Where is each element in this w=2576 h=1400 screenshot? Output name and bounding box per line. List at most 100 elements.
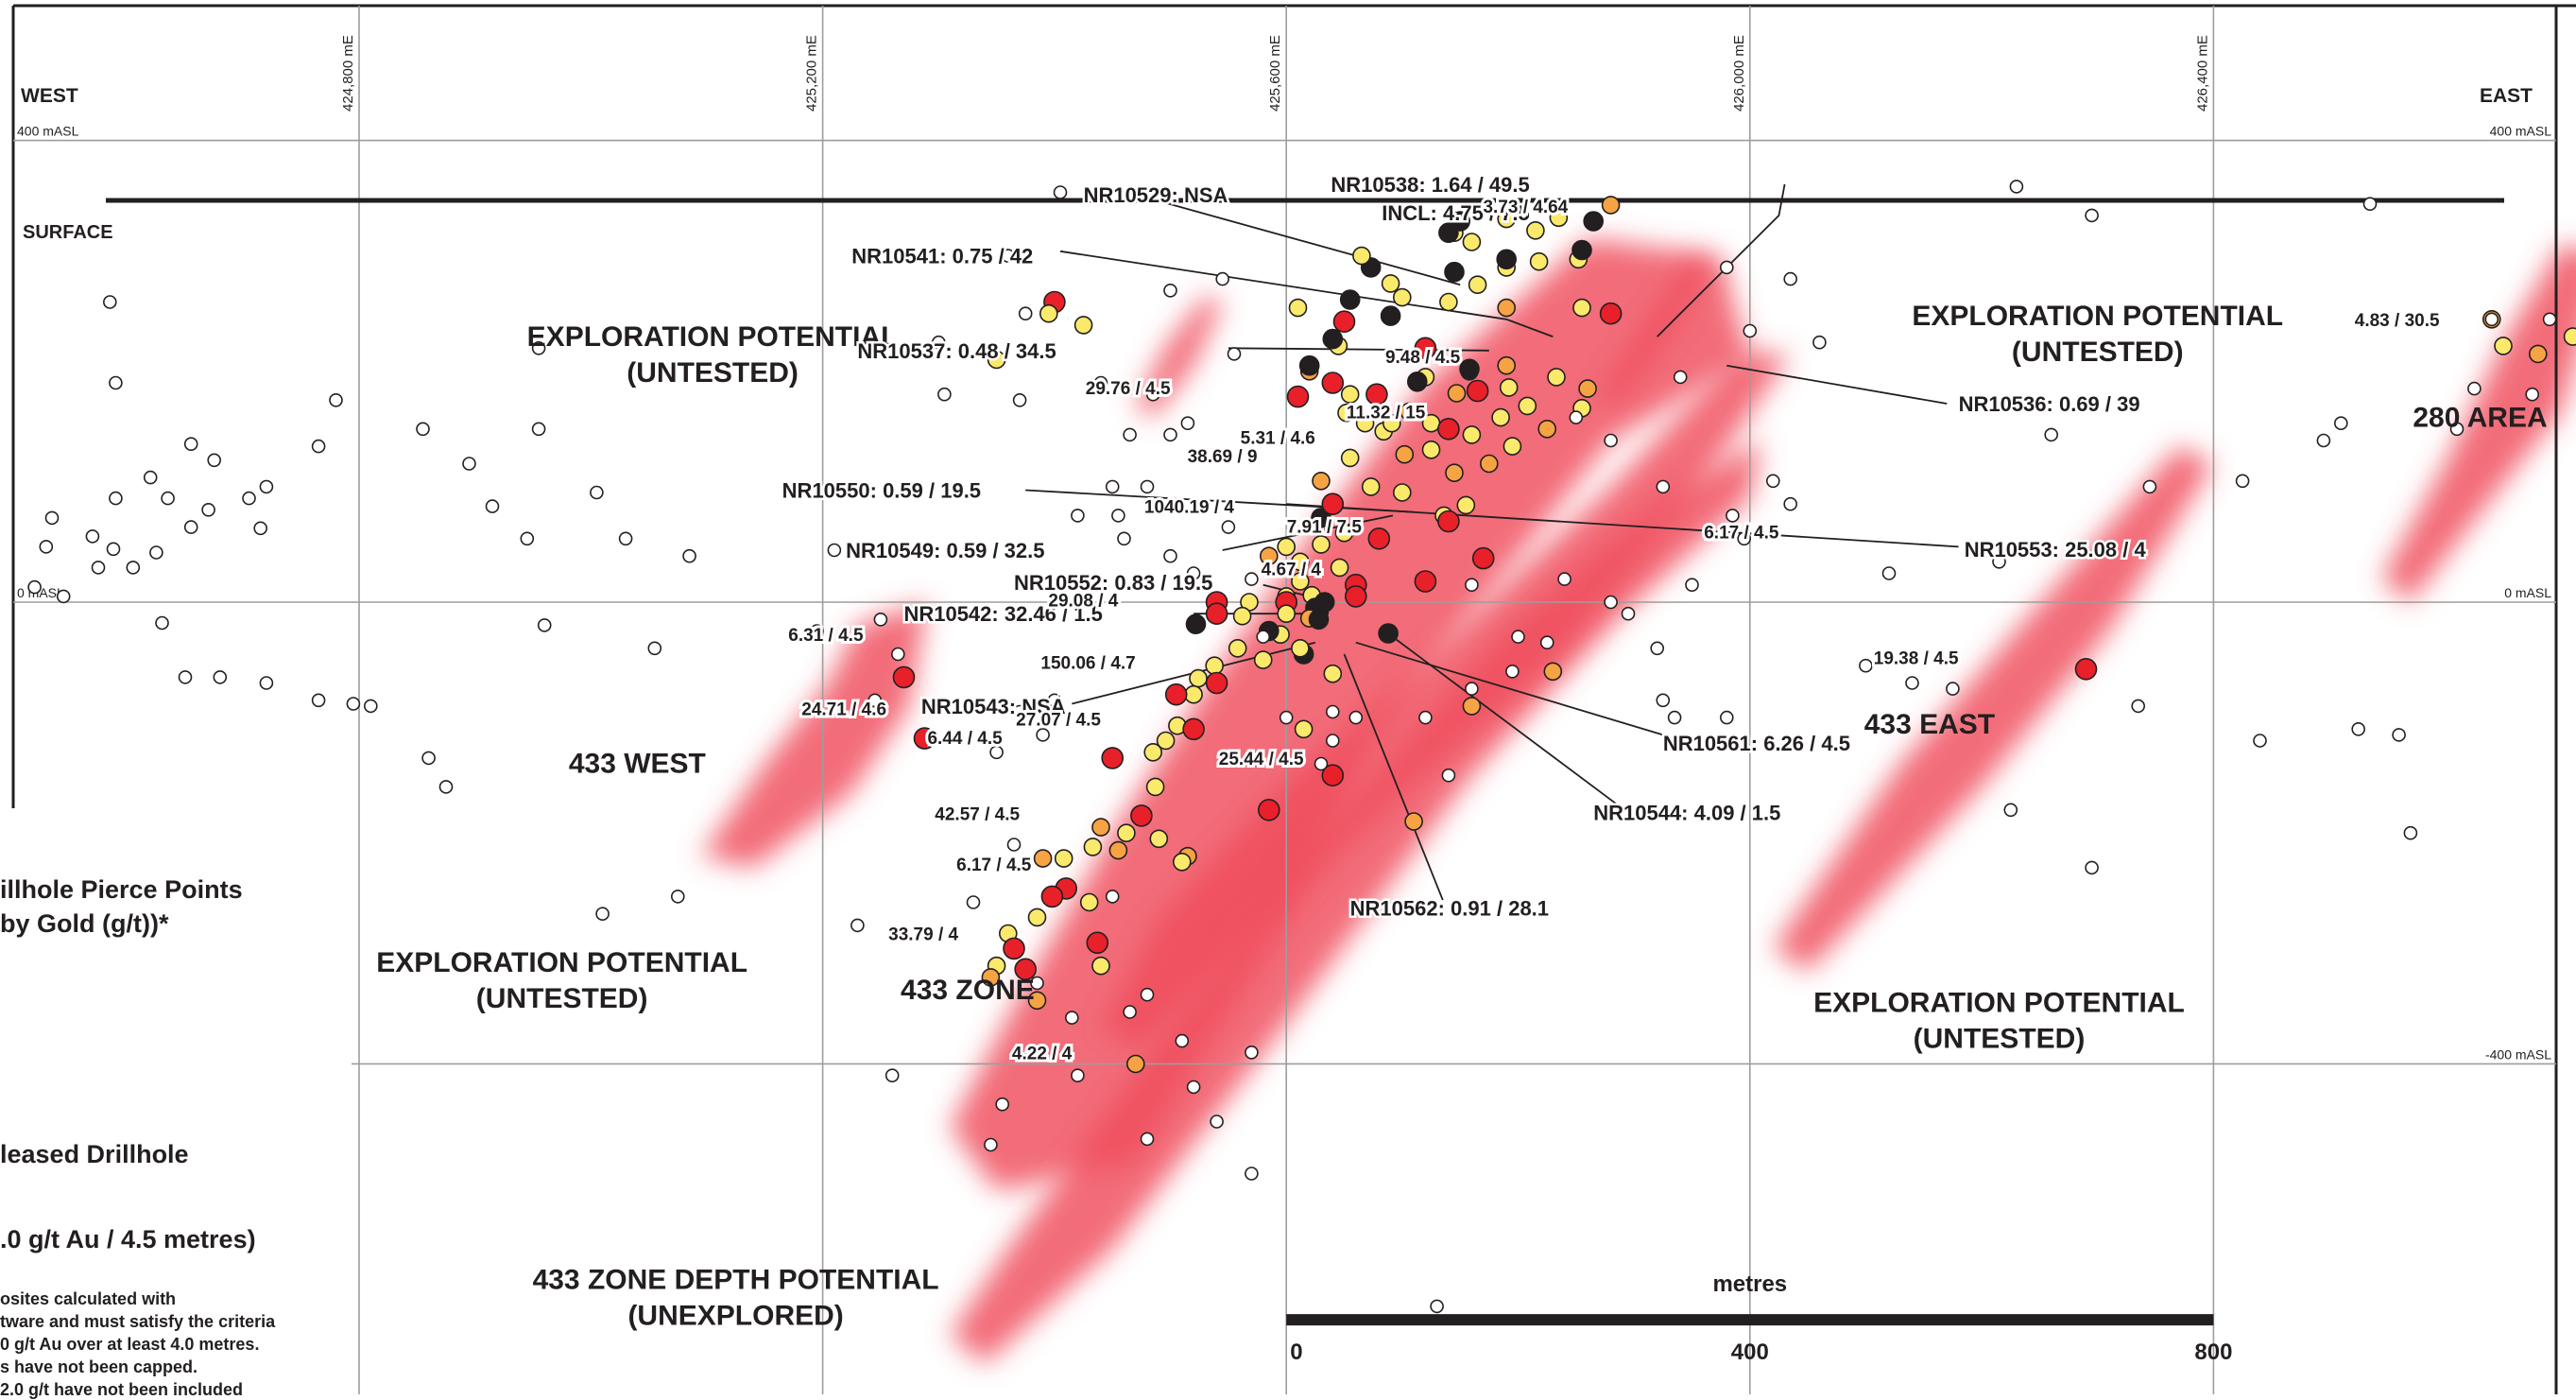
intercept-label-NR10561-line-0: NR10561: 6.26 / 4.5 [1663, 732, 1850, 755]
pierce-point-106 [1185, 614, 1207, 635]
grade-label-12: 6.31 / 4.5 [788, 626, 864, 646]
released-drillhole-137 [1180, 416, 1195, 431]
pierce-point-27 [1462, 425, 1482, 444]
map-labels: EXPLORATION POTENTIAL (UNTESTED) EXPLORATI… [376, 170, 2547, 1365]
released-drillhole-114 [2044, 427, 2058, 442]
pierce-point-14 [1393, 287, 1412, 307]
released-drillhole-59 [1105, 890, 1120, 904]
intercept-label-NR10553-line-0: NR10553: 25.08 / 4 [1965, 538, 2147, 562]
released-drillhole-20 [56, 589, 71, 604]
released-drillhole-24 [416, 422, 430, 437]
released-drillhole-46 [363, 699, 378, 714]
released-drillhole-102 [1881, 566, 1897, 580]
pierce-point-113 [1352, 246, 1371, 266]
released-drillhole-43 [213, 670, 228, 684]
released-drillhole-86 [1465, 578, 1479, 593]
trace-NR10544 [1383, 630, 1618, 805]
pierce-point-91 [1079, 892, 1099, 912]
zone-label-2-line-0: EXPLORATION POTENTIAL [376, 947, 747, 978]
released-drillhole-6 [183, 437, 198, 452]
pierce-point-64 [1291, 572, 1310, 591]
pierce-point-122 [913, 727, 936, 750]
released-drillhole-147 [1105, 479, 1120, 494]
pierce-point-144 [2529, 344, 2548, 364]
intercept-label-NR10538-line-1: INCL: 4.75 / 7.5 [1382, 201, 1530, 225]
released-drillhole-134 [1163, 283, 1177, 298]
released-drillhole-107 [2351, 721, 2365, 736]
released-drillhole-40 [109, 375, 123, 390]
released-drillhole-101 [1783, 496, 1797, 511]
released-drillhole-34 [647, 641, 662, 656]
pierce-point-133 [1437, 417, 1460, 441]
zone-label-4-line-0: 433 WEST [569, 749, 706, 780]
released-drillhole-115 [2142, 479, 2157, 494]
released-drillhole-63 [1140, 987, 1155, 1002]
pierce-point-79 [1189, 668, 1208, 688]
pierce-point-0 [1601, 196, 1621, 215]
pierce-point-40 [1337, 403, 1356, 423]
released-drillhole-132 [1053, 185, 1068, 199]
pierce-point-82 [1156, 731, 1176, 751]
pierce-point-102 [1126, 1054, 1145, 1074]
zone-body-5 [2381, 244, 2576, 602]
pierce-point-10 [1572, 298, 1591, 318]
pierce-point-115 [1571, 239, 1592, 261]
released-drillhole-146 [1140, 479, 1155, 494]
released-drillhole-30 [537, 618, 552, 632]
pierce-point-83 [1143, 742, 1162, 762]
released-drillhole-99 [1569, 410, 1584, 424]
pierce-point-125 [1321, 764, 1345, 787]
pierce-point-153 [1462, 697, 1482, 716]
pierce-point-25 [1518, 396, 1537, 416]
released-drillhole-66 [1071, 1068, 1085, 1082]
grade-label-22: 4.83 / 30.5 [2355, 311, 2440, 331]
released-drillhole-64 [1175, 1033, 1190, 1048]
pierce-point-119 [1298, 354, 1320, 376]
released-drillhole-119 [2449, 422, 2464, 437]
grade-label-3: 11.32 / 15 [1347, 404, 1426, 423]
pierce-point-132 [1321, 372, 1345, 394]
easting-label-2: 425,600 mE [1267, 35, 1283, 112]
pierce-point-114 [1583, 211, 1604, 232]
intercept-label-NR10529-line-0: NR10529: NSA [1084, 183, 1228, 207]
released-drillhole-142 [937, 387, 952, 402]
released-drillhole-14 [91, 561, 106, 575]
released-drillhole-106 [2131, 699, 2145, 714]
pierce-point-78 [1205, 656, 1224, 676]
released-drillhole-84 [1539, 635, 1554, 650]
pierce-point-48 [1340, 448, 1360, 468]
pierce-point-5 [1462, 233, 1482, 251]
released-drillhole-4 [207, 453, 221, 468]
released-drillhole-45 [311, 693, 326, 708]
released-drillhole-58 [1047, 693, 1062, 708]
west-label: WEST [21, 85, 78, 107]
pierce-point-111 [1496, 249, 1517, 270]
zone-label-0-line-0: EXPLORATION POTENTIAL [527, 321, 899, 353]
elevation-label-right-1: 0 mASL [2504, 585, 2551, 600]
released-drillhole-54 [1006, 838, 1022, 852]
pierce-point-61 [1291, 552, 1310, 572]
pierce-point-123 [1101, 747, 1124, 769]
easting-label-3: 426,000 mE [1731, 35, 1747, 112]
released-drillhole-153 [1256, 630, 1270, 644]
released-drillhole-72 [1210, 1115, 1224, 1129]
released-drillhole-5 [143, 470, 158, 485]
pierce-point-134 [1437, 510, 1460, 533]
pierce-point-131 [1332, 310, 1356, 334]
released-drillhole-108 [2392, 728, 2406, 742]
pierce-point-46 [1382, 413, 1401, 433]
pierce-point-11 [1497, 298, 1516, 318]
pierce-point-150 [1173, 852, 1192, 872]
zone-label-6-line-0: 433 ZONE [901, 975, 1035, 1006]
intercept-label-NR10562-line-0: NR10562: 0.91 / 28.1 [1350, 897, 1549, 921]
pierce-point-112 [1444, 261, 1465, 283]
grade-label-1: 9.48 / 4.5 [1385, 348, 1461, 368]
pierce-point-142 [1003, 937, 1025, 960]
released-drillhole-135 [1215, 271, 1229, 286]
released-drillhole-21 [311, 439, 326, 454]
released-drillhole-82 [1465, 682, 1479, 696]
pierce-point-45 [1340, 385, 1360, 405]
released-drillhole-90 [1656, 693, 1671, 708]
pierce-point-54 [1311, 508, 1331, 528]
